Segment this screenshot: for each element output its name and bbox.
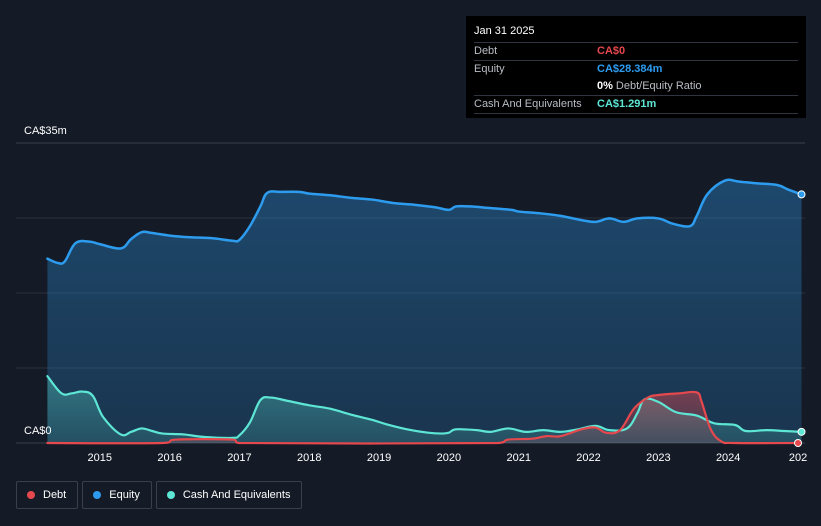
tooltip-panel: Jan 31 2025 Debt CA$0 Equity CA$28.384m …: [466, 16, 806, 118]
cash-and-equivalents-line: [46, 375, 803, 440]
tooltip-row-debt: Debt CA$0: [474, 43, 798, 61]
tooltip-row-cash: Cash And Equivalents CA$1.291m: [474, 96, 798, 114]
x-tick-label: 2023: [646, 452, 670, 464]
y-axis-bottom-label: CA$0: [24, 425, 52, 437]
x-tick-label: 2016: [157, 452, 181, 464]
tooltip-row-ratio: 0% Debt/Equity Ratio: [474, 78, 798, 96]
legend-label-cash: Cash And Equivalents: [182, 489, 291, 501]
tooltip-debt-value: CA$0: [597, 45, 626, 57]
legend-item-equity[interactable]: Equity: [82, 481, 152, 509]
tooltip-debt-label: Debt: [474, 45, 498, 57]
x-tick-label: 2020: [437, 452, 461, 464]
debt-end-point: [794, 439, 803, 447]
legend-label-debt: Debt: [43, 489, 67, 501]
debt-line: [46, 390, 800, 445]
legend-dot-debt: [27, 491, 35, 499]
equity-end-point: [797, 190, 806, 199]
legend-dot-equity: [93, 491, 102, 499]
equity-area: [47, 179, 802, 443]
tooltip-equity-label: Equity: [474, 63, 505, 75]
chart-legend: Debt Equity Cash And Equivalents: [16, 481, 303, 509]
equity-line: [46, 178, 803, 265]
legend-item-debt[interactable]: Debt: [16, 481, 79, 509]
debt-area: [47, 391, 799, 444]
x-tick-label: 2015: [88, 452, 112, 464]
legend-dot-cash: [166, 491, 175, 499]
tooltip-cash-value: CA$1.291m: [597, 98, 657, 110]
tooltip-equity-value: CA$28.384m: [597, 63, 663, 75]
tooltip-date: Jan 31 2025: [474, 22, 798, 43]
tooltip-cash-label: Cash And Equivalents: [474, 98, 582, 110]
legend-item-cash[interactable]: Cash And Equivalents: [155, 481, 303, 509]
tooltip-ratio-value: 0%: [597, 80, 613, 92]
x-tick-label: 2018: [297, 452, 321, 464]
legend-label-equity: Equity: [109, 489, 140, 501]
x-tick-label: 202: [789, 452, 807, 464]
tooltip-row-equity: Equity CA$28.384m: [474, 61, 798, 78]
x-tick-label: 2017: [227, 452, 251, 464]
cash-and-equivalents-end-point: [797, 427, 806, 436]
tooltip-ratio-label: Debt/Equity Ratio: [615, 80, 702, 92]
x-tick-label: 2022: [576, 452, 600, 464]
x-tick-label: 2021: [506, 452, 530, 464]
x-tick-label: 2019: [367, 452, 391, 464]
x-tick-label: 2024: [716, 452, 740, 464]
y-axis-top-label: CA$35m: [24, 125, 67, 137]
